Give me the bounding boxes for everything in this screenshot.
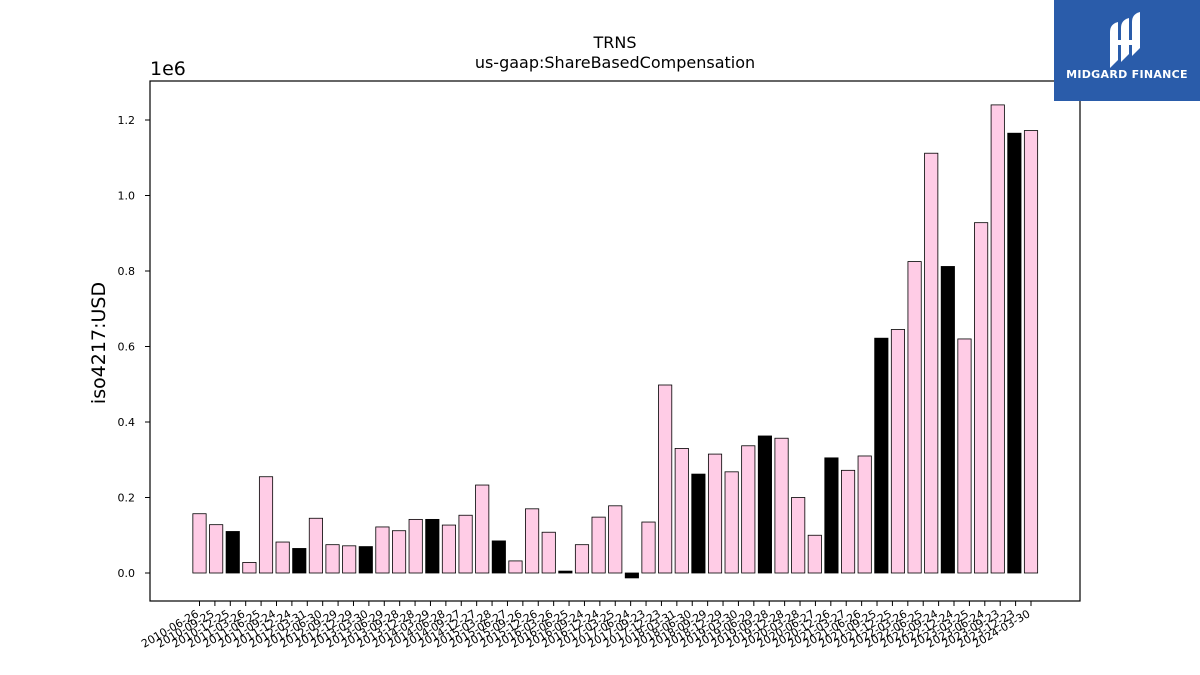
bar-2021-03-27 <box>890 329 906 574</box>
brand-logo: MIDGARD FINANCE <box>1054 0 1200 101</box>
bar-2013-03-30 <box>375 526 390 574</box>
brand-name: MIDGARD FINANCE <box>1066 68 1188 81</box>
bar-2021-12-25 <box>940 266 955 574</box>
y-axis-multiplier: 1e6 <box>150 58 186 80</box>
y-tick-label: 1.0 <box>118 190 136 203</box>
y-axis-ticks: 0.0 0.2 0.4 0.6 0.8 1.0 1.2 <box>118 114 150 580</box>
bar-2011-12-24 <box>292 548 307 574</box>
bar-2010-09-25 <box>209 524 224 574</box>
bar-2013-09-28 <box>408 518 423 574</box>
bar-2018-06-30 <box>724 471 739 574</box>
y-tick-label: 0.4 <box>118 416 136 429</box>
x-axis-ticks: 2010-06-262010-09-252010-12-252011-03-26… <box>139 601 1033 651</box>
bar-2015-09-26 <box>541 531 556 574</box>
bar-2013-06-29 <box>392 530 407 574</box>
bar-2022-06-25 <box>974 222 989 574</box>
bar-2018-03-31 <box>707 453 723 574</box>
bar-2020-06-27 <box>857 455 872 574</box>
bar-2012-09-29 <box>342 545 357 574</box>
bar-2012-03-31 <box>308 517 323 574</box>
plot-frame <box>149 80 1081 602</box>
bar-2021-06-26 <box>907 261 922 574</box>
bar-2019-09-28 <box>807 534 822 574</box>
bar-2012-12-29 <box>358 546 373 574</box>
bar-2022-12-24 <box>1007 132 1022 574</box>
bar-2017-03-25 <box>641 521 656 574</box>
bar-2018-09-29 <box>741 445 756 574</box>
bar-2016-03-26 <box>574 544 590 574</box>
bar-2015-12-26 <box>558 570 573 574</box>
bar-2019-06-29 <box>791 497 806 574</box>
bar-2015-06-27 <box>525 508 540 574</box>
y-axis-label: iso4217:USD <box>88 282 110 404</box>
bar-2022-09-24 <box>990 104 1005 574</box>
bar-2016-12-24 <box>624 572 639 579</box>
y-tick-label: 0.2 <box>118 492 136 505</box>
bar-2019-03-30 <box>774 437 789 574</box>
bar-2019-12-28 <box>824 457 839 574</box>
y-tick-label: 0.8 <box>118 265 136 278</box>
bar-2018-12-29 <box>757 435 772 574</box>
bar-2023-03-25 <box>1023 130 1039 574</box>
bars-layer <box>192 104 1039 579</box>
bar-2011-06-25 <box>258 476 274 574</box>
bar-2010-06-26 <box>192 513 207 574</box>
bar-2021-09-25 <box>924 152 939 574</box>
bar-2016-06-25 <box>591 516 606 574</box>
bar-2011-03-26 <box>242 562 257 574</box>
bar-2020-12-26 <box>874 337 889 574</box>
chart-title: TRNS <box>592 33 636 52</box>
brand-mark-icon <box>1110 12 1140 68</box>
bar-2017-06-24 <box>658 384 673 574</box>
y-tick-label: 0.0 <box>118 567 136 580</box>
bar-2015-03-28 <box>508 560 523 574</box>
bar-2017-12-23 <box>691 473 706 574</box>
bar-2010-12-25 <box>225 531 240 574</box>
bar-2017-09-23 <box>674 448 689 574</box>
bar-2014-09-27 <box>475 484 490 574</box>
bar-2014-06-28 <box>458 514 473 574</box>
bar-2020-03-28 <box>841 469 856 574</box>
y-tick-label: 1.2 <box>118 114 136 127</box>
bar-2012-06-30 <box>325 544 340 574</box>
bar-2014-12-27 <box>491 540 506 574</box>
bar-2014-03-29 <box>441 524 456 574</box>
bar-2022-03-26 <box>957 338 972 574</box>
chart-subtitle: us-gaap:ShareBasedCompensation <box>475 53 755 72</box>
bar-2016-09-24 <box>608 505 623 574</box>
y-tick-label: 0.6 <box>118 341 136 354</box>
bar-2013-12-28 <box>425 518 440 574</box>
bar-2011-09-24 <box>275 541 290 574</box>
